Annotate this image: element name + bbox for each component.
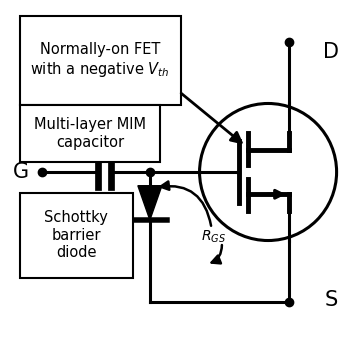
Text: Normally-on FET
with a negative $V_{th}$: Normally-on FET with a negative $V_{th}$ <box>30 42 170 79</box>
Polygon shape <box>138 186 162 220</box>
Text: G: G <box>13 162 29 182</box>
FancyBboxPatch shape <box>20 193 133 278</box>
FancyBboxPatch shape <box>20 16 181 105</box>
Text: D: D <box>324 42 339 62</box>
Text: S: S <box>325 290 338 311</box>
Text: $R_{GS}$: $R_{GS}$ <box>201 229 226 245</box>
FancyBboxPatch shape <box>20 105 160 162</box>
Text: Schottky
barrier
diode: Schottky barrier diode <box>44 211 108 260</box>
Text: Multi-layer MIM
capacitor: Multi-layer MIM capacitor <box>34 117 146 150</box>
